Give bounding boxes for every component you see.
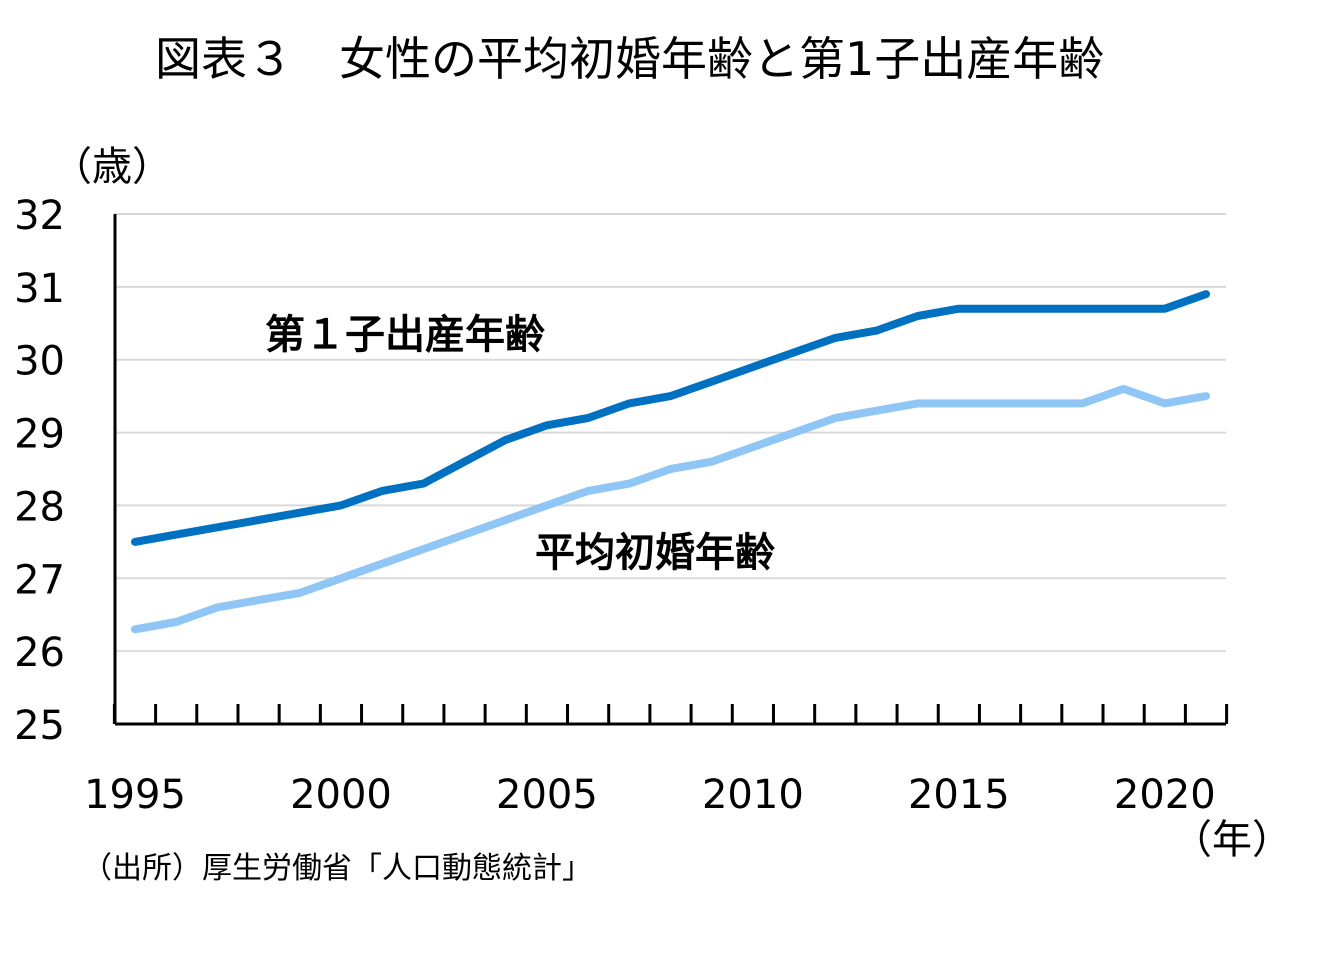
axis-ticks: 25 26 27 28 29 30 31 32 1995 2000 2005 2010 2015 2020 (14, 193, 1229, 818)
x-tick-label: 2005 (496, 772, 598, 818)
y-tick-label: 32 (14, 193, 65, 239)
x-axis-unit-label: （年） (1172, 817, 1292, 863)
y-tick-label: 27 (14, 557, 65, 603)
y-tick-label: 28 (14, 484, 65, 530)
chart-title: 図表３ 女性の平均初婚年齢と第1子出産年齢 (155, 32, 1104, 86)
x-tick-label: 1995 (84, 772, 186, 818)
y-tick-label: 30 (14, 339, 65, 385)
y-tick-label: 25 (14, 703, 65, 749)
series-line-0 (131, 290, 1210, 546)
y-tick-label: 31 (14, 266, 65, 312)
grid-lines (115, 213, 1226, 653)
axes (113, 214, 1226, 726)
series-line-1 (131, 384, 1210, 634)
y-axis-unit-label: （歳） (52, 144, 172, 190)
x-tick-label: 2010 (702, 772, 804, 818)
series-label-first-birth: 第１子出産年齢 (265, 312, 545, 358)
x-tick-label: 2020 (1114, 772, 1216, 818)
series-lines (131, 290, 1210, 634)
y-tick-label: 29 (14, 412, 65, 458)
source-note: （出所）厚生労働省「人口動態統計」 (82, 851, 592, 886)
x-tick-label: 2000 (290, 772, 392, 818)
series-label-first-marriage: 平均初婚年齢 (535, 530, 775, 576)
y-tick-label: 26 (14, 630, 65, 676)
x-tick-label: 2015 (908, 772, 1010, 818)
